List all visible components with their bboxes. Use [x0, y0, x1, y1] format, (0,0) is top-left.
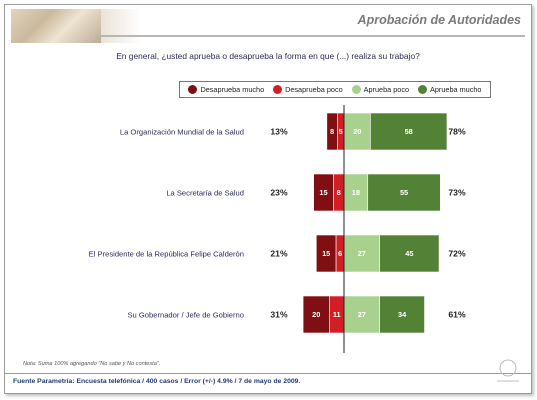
- bar-segment: [379, 295, 425, 334]
- row-label: Su Gobernador / Jefe de Gobierno: [127, 311, 244, 320]
- legend-item-aprueba-poco: Aprueba poco: [351, 85, 410, 94]
- disapprove-total: 31%: [270, 310, 288, 320]
- bar-value-label: 27: [358, 249, 366, 258]
- bar-segment: [367, 173, 441, 212]
- bar-value-label: 5: [339, 127, 343, 136]
- row-label: El Presidente de la República Felipe Cal…: [89, 250, 244, 259]
- bar-segment: [343, 112, 371, 151]
- row-label: La Secretaría de Salud: [166, 189, 244, 198]
- disapprove-total: 23%: [270, 188, 288, 198]
- bar-value-label: 8: [337, 188, 341, 197]
- bar-segment: [343, 295, 380, 334]
- legend-label: Aprueba mucho: [429, 85, 482, 94]
- approve-total: 73%: [448, 188, 466, 198]
- legend-swatch: [351, 85, 361, 94]
- approve-total: 61%: [448, 310, 466, 320]
- bar-value-label: 11: [333, 310, 341, 319]
- footer-divider: [5, 373, 531, 374]
- approval-chart: La Organización Mundial de la Salud 13% 78…: [89, 105, 466, 353]
- brand-logo: [11, 9, 141, 43]
- bar-value-label: 6: [338, 249, 342, 258]
- bar-value-label: 20: [312, 310, 320, 319]
- brand-watermark-icon: [497, 359, 519, 382]
- bar-value-label: 18: [352, 188, 360, 197]
- legend-swatch: [417, 85, 427, 94]
- legend-label: Desaprueba poco: [285, 85, 343, 94]
- disapprove-total: 21%: [270, 249, 288, 259]
- legend-swatch: [188, 85, 198, 94]
- legend-label: Desaprueba mucho: [200, 85, 265, 94]
- bar-value-label: 15: [319, 188, 327, 197]
- legend-item-desaprueba-poco: Desaprueba poco: [273, 85, 343, 94]
- approve-total: 72%: [448, 249, 466, 259]
- bar-segment: [370, 112, 448, 151]
- bar-value-label: 20: [353, 127, 361, 136]
- bar-value-label: 8: [330, 127, 334, 136]
- bar-value-label: 34: [398, 310, 407, 319]
- legend-label: Aprueba poco: [363, 85, 410, 94]
- row-label: La Organización Mundial de la Salud: [120, 128, 244, 137]
- approve-total: 78%: [448, 127, 466, 137]
- source-citation: Fuente Parametría: Encuesta telefónica /…: [13, 378, 301, 385]
- header-divider: [95, 35, 525, 37]
- bar-segment: [302, 295, 330, 334]
- legend-swatch: [273, 85, 283, 94]
- disapprove-total: 13%: [270, 127, 288, 137]
- footnote: Nota: Suma 100% agregando "No sabe y No …: [23, 361, 161, 367]
- survey-question: En general, ¿usted aprueba o desaprueba …: [116, 51, 420, 61]
- slide-frame: Aprobación de Autoridades En general, ¿u…: [4, 4, 532, 394]
- bar-value-label: 45: [405, 249, 413, 258]
- page-title: Aprobación de Autoridades: [357, 13, 521, 27]
- legend-item-desaprueba-mucho: Desaprueba mucho: [188, 85, 264, 94]
- chart-legend: Desaprueba mucho Desaprueba poco Aprueba…: [179, 81, 491, 98]
- bar-segment: [343, 234, 380, 273]
- bar-value-label: 58: [405, 127, 413, 136]
- legend-item-aprueba-mucho: Aprueba mucho: [417, 85, 482, 94]
- bar-value-label: 55: [400, 188, 408, 197]
- bar-value-label: 15: [322, 249, 330, 258]
- bar-segment: [379, 234, 440, 273]
- bar-value-label: 27: [358, 310, 366, 319]
